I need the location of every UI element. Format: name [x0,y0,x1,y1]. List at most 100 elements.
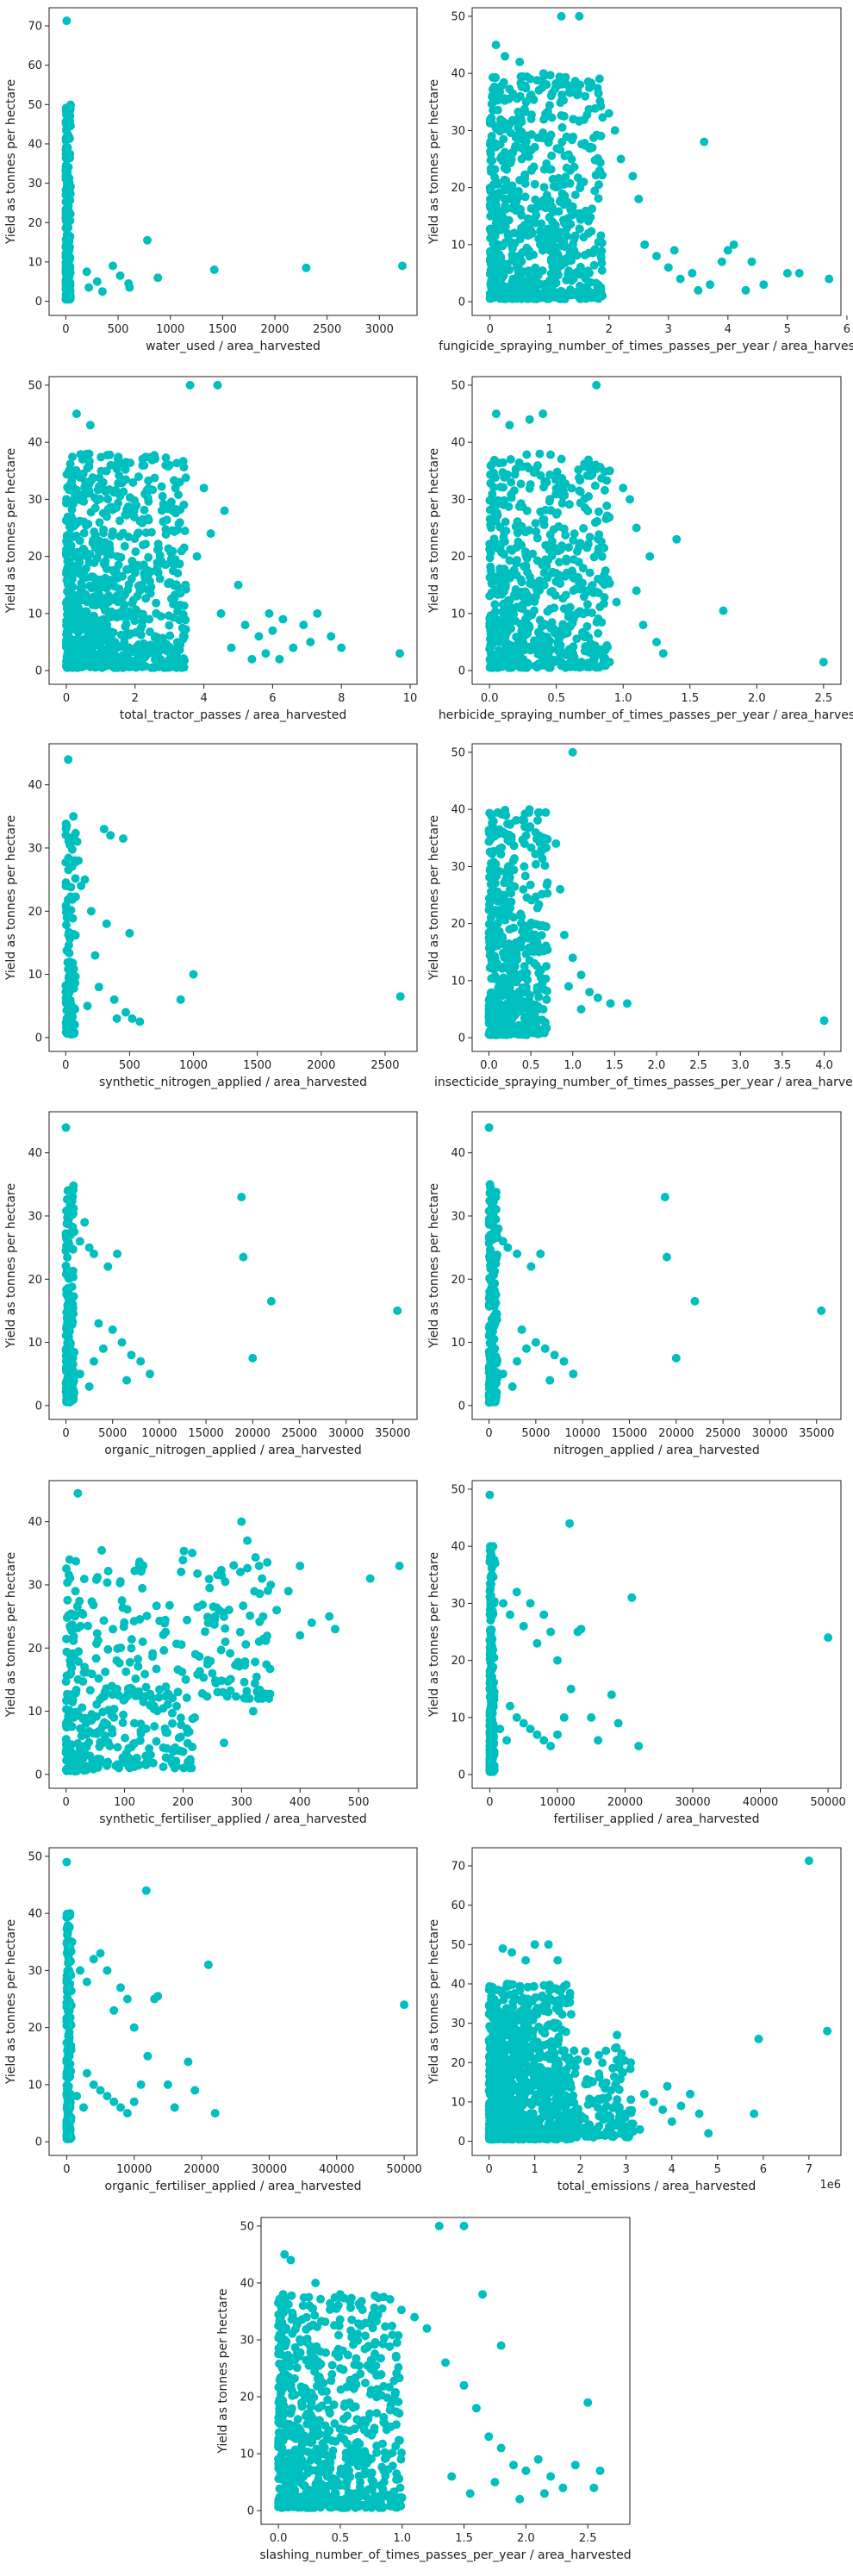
data-point [201,1627,209,1637]
data-point [485,872,494,882]
data-point [595,74,604,84]
data-point [584,455,593,465]
y-tick-label: 40 [28,138,42,151]
data-point [102,512,111,521]
data-point [133,609,142,619]
data-point [503,183,513,192]
data-point [163,1700,172,1709]
data-point [136,1726,146,1736]
data-point [505,884,514,894]
data-point [239,1252,248,1262]
data-point [65,1706,74,1715]
data-point [575,294,584,303]
data-point [495,564,505,573]
data-point [557,111,566,120]
x-tick-label: 2.0 [648,1059,666,1072]
data-point [534,85,544,95]
data-point [127,1635,136,1644]
data-point [72,519,81,528]
data-point [141,540,150,549]
data-point [129,1739,138,1749]
y-tick-label: 30 [451,1210,465,1223]
scatter-panel-2: 0 1 2 3 4 5 601020304050fungicide_spraying_num… [427,7,853,353]
data-point [116,1644,126,1652]
data-point [254,1693,264,1703]
data-point [486,1616,495,1625]
data-point [587,1712,596,1722]
data-point [594,628,603,638]
data-point [88,572,97,582]
data-point [530,606,539,615]
data-point [610,126,620,135]
data-point [76,1621,85,1631]
data-point [203,1960,213,1969]
data-point [153,273,163,283]
data-point [187,1763,196,1773]
data-point [138,454,147,464]
y-tick-label: 30 [28,1965,42,1978]
x-tick-label: 50000 [386,2163,421,2176]
data-point [251,1657,260,1667]
data-point [484,837,494,846]
data-point [62,642,71,652]
data-point [105,578,115,588]
data-point [502,1736,512,1745]
data-point [498,1369,507,1379]
data-point [485,553,495,563]
data-point [582,600,592,609]
data-point [516,78,526,88]
x-tick-label: 4.0 [815,1059,833,1072]
data-point [525,415,534,424]
data-point [113,574,122,583]
data-point [495,522,505,532]
data-point [582,621,592,631]
data-point [494,1224,503,1233]
data-point [204,1575,214,1584]
data-point [663,263,673,272]
data-point [595,463,605,471]
data-point [219,1608,228,1618]
data-point [542,962,551,971]
data-point [98,1707,108,1717]
x-tick-label: 40000 [743,1796,778,1809]
data-point [507,546,517,555]
data-point [62,820,72,830]
data-point [819,1016,829,1026]
data-point [130,534,140,544]
data-point [594,1736,603,1745]
data-point [96,2086,105,2095]
data-point [119,834,128,843]
data-point [484,1123,494,1132]
scatter-markers [484,1856,832,2144]
data-point [79,1575,89,1584]
data-point [67,1937,77,1947]
x-axis-label: synthetic_nitrogen_applied / area_harves… [99,1076,367,1089]
data-point [84,283,94,292]
y-tick-label: 0 [35,2136,42,2149]
data-point [143,2051,153,2061]
x-tick-label: 500 [108,323,129,336]
y-tick-label: 40 [451,804,465,817]
data-point [501,195,511,204]
data-point [489,82,499,91]
data-point [166,500,176,509]
data-point [600,543,609,552]
data-point [551,577,561,586]
data-point [94,548,103,557]
data-point [64,2049,73,2058]
data-point [150,473,159,483]
data-point [63,557,72,566]
data-point [61,278,71,288]
data-point [63,1253,72,1262]
data-point [165,631,175,640]
data-point [562,554,571,564]
data-point [523,609,532,619]
data-point [561,590,570,600]
data-point [99,525,109,534]
data-point [103,1644,113,1654]
data-point [545,134,554,143]
data-point [173,1665,183,1675]
data-point [210,1612,220,1621]
data-point [86,612,96,621]
